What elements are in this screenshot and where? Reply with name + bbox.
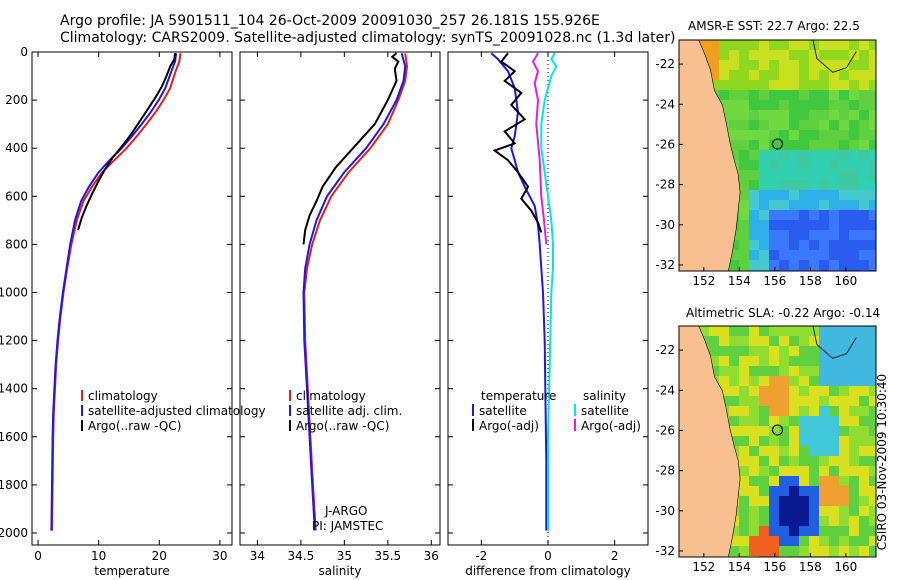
depth-tick-label: 600 [5,189,28,203]
temperature-series-line [77,53,176,231]
sst-map-ytick-label: -24 [655,97,675,111]
temperature-xtick-label: 30 [212,549,227,563]
difference-series-line [540,52,558,531]
difference-series-line [490,52,548,531]
sst-map-ytick-label: -30 [655,218,675,232]
sst-map-xtick-label: 156 [763,274,786,288]
temperature-legend-label: satellite-adjusted climatology [88,404,266,418]
depth-tick-label: 1600 [0,430,28,444]
diff-legend-label: satellite [581,404,629,418]
depth-tick-label: 1800 [0,478,28,492]
sst-profile-marker [772,138,783,150]
sst-map-ytick-label: -26 [655,137,675,151]
sst-map-frame [678,39,877,272]
depth-tick-label: 1400 [0,382,28,396]
salinity-series-line [302,52,407,531]
salinity-legend-label: satellite adj. clim. [296,404,402,418]
sst-reef-outline [812,40,857,73]
depth-tick-label: 2000 [0,526,28,540]
salinity-series-line [302,52,400,245]
salinity-frame [239,51,441,546]
temperature-frame [31,51,233,546]
annotation-line-2: PI: JAMSTEC [312,519,383,533]
sst-map-ytick-label: -28 [655,178,675,192]
temperature-legend-label: climatology [88,389,158,403]
sla-map: 152 154 156 158 160 -22 -24 -26 -28 -30 -32 [655,325,877,574]
annotation-line-1: J-ARGO [324,504,367,518]
sst-map-ytick-label: -22 [655,57,675,71]
depth-tick-label: 800 [5,237,28,251]
depth-tick-label: 1200 [0,334,28,348]
salinity-xlabel: salinity [318,564,361,578]
sla-map-xtick-label: 156 [763,560,786,574]
sla-map-xtick-label: 158 [799,560,822,574]
salinity-series-line [303,53,409,531]
sla-profile-marker [772,424,783,436]
diff-legend-heading: temperature [481,389,556,403]
sla-map-xtick-label: 152 [692,560,715,574]
diff-legend-label: Argo(-adj) [479,419,539,433]
sla-map-xtick-label: 160 [834,560,857,574]
temperature-series-line [51,53,182,531]
sst-map-field [679,40,876,271]
salinity-xtick-label: 36 [424,549,439,563]
salinity-xtick-label: 35 [337,549,352,563]
sst-map-xtick-label: 152 [692,274,715,288]
plot-title-line-2: Climatology: CARS2009. Satellite-adjuste… [60,30,676,46]
salinity-legend-label: Argo(..raw -QC) [296,419,389,433]
sla-map-title: Altimetric SLA: -0.22 Argo: -0.14 [686,306,881,320]
sla-map-ytick-label: -26 [655,423,675,437]
sst-map: 152 154 156 158 160 -22 -24 -26 -28 -30 -32 [655,39,877,288]
temperature-xlabel: temperature [94,564,169,578]
difference-xtick-label: -2 [475,549,487,563]
temperature-xtick-label: 20 [152,549,167,563]
sst-map-title: AMSR-E SST: 22.7 Argo: 22.5 [688,19,860,33]
sla-map-ytick-label: -30 [655,504,675,518]
sst-land [679,40,741,271]
sst-map-xtick-label: 158 [799,274,822,288]
diff-legend-heading: salinity [583,389,626,403]
diff-legend-label: Argo(-adj) [581,419,641,433]
sla-map-frame [678,325,877,558]
sla-map-ytick-label: -22 [655,343,675,357]
difference-xtick-label: 0 [544,549,552,563]
difference-xlabel: difference from climatology [465,564,631,578]
depth-tick-label: 0 [20,45,28,59]
sla-map-ytick-label: -24 [655,383,675,397]
temperature-legend-label: Argo(..raw -QC) [88,419,181,433]
difference-series-line [531,52,548,245]
salinity-xtick-label: 34.5 [288,549,315,563]
credit-label: CSIRO 03-Nov-2009 10:30:40 [875,373,889,551]
sst-map-ytick-label: -32 [655,258,675,272]
sla-land [679,326,741,557]
salinity-legend-label: climatology [296,389,366,403]
difference-xtick-label: 2 [611,549,619,563]
depth-tick-label: 200 [5,93,28,107]
depth-tick-label: 400 [5,141,28,155]
diff-legend-label: satellite [479,404,527,418]
salinity-xtick-label: 35.5 [374,549,401,563]
sla-reef-outline [812,326,857,359]
difference-series-line [492,52,543,233]
salinity-xtick-label: 34 [250,549,265,563]
temperature-xtick-label: 10 [91,549,106,563]
depth-tick-label: 1000 [0,285,28,299]
temperature-series-line [50,53,178,531]
temperature-xtick-label: 0 [34,549,42,563]
plot-title-line-1: Argo profile: JA 5901511_104 26-Oct-2009… [60,13,600,29]
sst-map-xtick-label: 160 [834,274,857,288]
sla-map-ytick-label: -32 [655,544,675,558]
sla-map-xtick-label: 154 [728,560,751,574]
sst-map-xtick-label: 154 [728,274,751,288]
sla-map-ytick-label: -28 [655,464,675,478]
sla-map-field [679,326,876,557]
